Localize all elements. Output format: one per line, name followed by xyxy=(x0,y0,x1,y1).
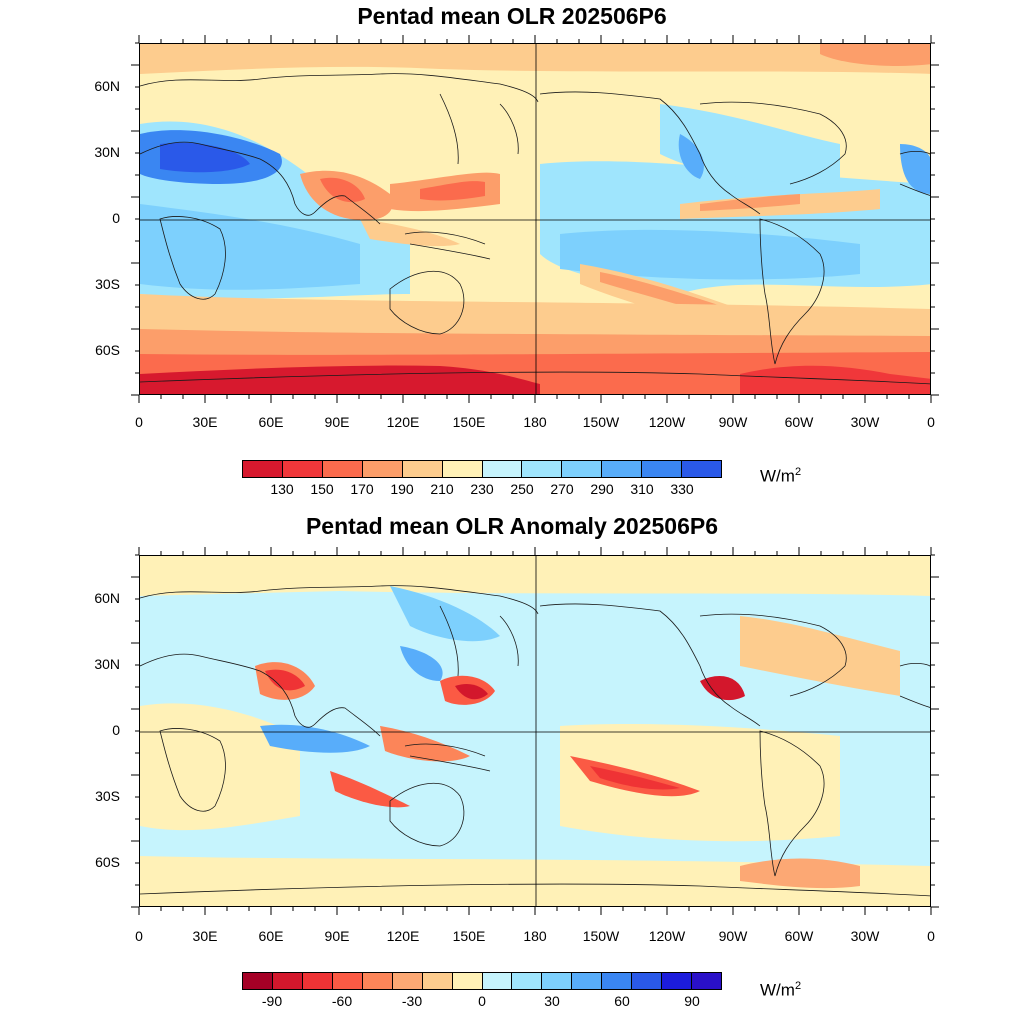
colorbar-label: 0 xyxy=(478,993,486,1009)
lon-label-180: 180 xyxy=(523,414,547,430)
lon-label-90w: 90W xyxy=(718,414,748,430)
lat-label-60s-anom: 60S xyxy=(95,854,120,870)
lon-label-120e-anom: 120E xyxy=(386,928,420,944)
colorbar-box xyxy=(282,461,323,477)
colorbar-box xyxy=(572,973,603,989)
lon-label-0: 0 xyxy=(135,414,143,430)
lon-label-150w: 150W xyxy=(582,414,620,430)
colorbar-box xyxy=(602,461,643,477)
colorbar-label: 190 xyxy=(390,481,414,497)
anomaly-field xyxy=(140,556,930,906)
colorbar-box xyxy=(542,973,573,989)
lon-label-90e-anom: 90E xyxy=(324,928,350,944)
units-anomaly: W/m2 xyxy=(760,980,802,1000)
map-olr xyxy=(139,43,931,395)
lon-label-0-end: 0 xyxy=(927,414,935,430)
colorbar-box xyxy=(422,973,453,989)
lat-label-30n: 30N xyxy=(94,144,120,160)
lon-label-150w-anom: 150W xyxy=(582,928,620,944)
colorbar-box xyxy=(392,973,423,989)
colorbar-label: 150 xyxy=(310,481,334,497)
colorbar-box xyxy=(692,973,721,989)
map-title-anomaly: Pentad mean OLR Anomaly 202506P6 xyxy=(305,513,719,539)
lon-label-0-anom: 0 xyxy=(135,928,143,944)
lon-label-120w-anom: 120W xyxy=(648,928,686,944)
lon-label-30e-anom: 30E xyxy=(192,928,218,944)
colorbar-box xyxy=(512,973,543,989)
map-anomaly xyxy=(139,555,931,907)
colorbar-olr xyxy=(242,460,722,478)
lon-label-90e: 90E xyxy=(324,414,350,430)
colorbar-box xyxy=(682,461,722,477)
lon-label-30w-anom: 30W xyxy=(850,928,880,944)
lat-label-30n-anom: 30N xyxy=(94,656,120,672)
lon-label-180-anom: 180 xyxy=(523,928,547,944)
colorbar-box xyxy=(452,973,483,989)
lon-label-60w-anom: 60W xyxy=(784,928,814,944)
colorbar-box xyxy=(442,461,483,477)
colorbar-label: -60 xyxy=(331,993,353,1009)
colorbar-box xyxy=(402,461,443,477)
colorbar-label: 30 xyxy=(544,993,560,1009)
colorbar-box xyxy=(482,461,523,477)
lon-label-60w: 60W xyxy=(784,414,814,430)
lat-label-30s: 30S xyxy=(95,276,120,292)
units-olr: W/m2 xyxy=(760,466,802,486)
olr-field xyxy=(140,44,930,394)
lon-label-150e: 150E xyxy=(452,414,486,430)
map-title-olr: Pentad mean OLR 202506P6 xyxy=(357,3,667,29)
lon-label-30e: 30E xyxy=(192,414,218,430)
colorbar-box xyxy=(243,973,273,989)
colorbar-box xyxy=(362,973,393,989)
colorbar-label: 130 xyxy=(270,481,294,497)
colorbar-box xyxy=(522,461,563,477)
lon-label-30w: 30W xyxy=(850,414,880,430)
colorbar-label: -30 xyxy=(401,993,423,1009)
lon-label-60e-anom: 60E xyxy=(258,928,284,944)
colorbar-label: 290 xyxy=(590,481,614,497)
lat-label-60n-anom: 60N xyxy=(94,590,120,606)
lon-label-90w-anom: 90W xyxy=(718,928,748,944)
colorbar-box xyxy=(642,461,683,477)
lon-label-150e-anom: 150E xyxy=(452,928,486,944)
lat-label-eq: 0 xyxy=(112,210,120,226)
colorbar-label: 90 xyxy=(684,993,700,1009)
colorbar-box xyxy=(562,461,603,477)
colorbar-label: 230 xyxy=(470,481,494,497)
lat-label-eq-anom: 0 xyxy=(112,722,120,738)
lat-label-60s: 60S xyxy=(95,342,120,358)
colorbar-label: 210 xyxy=(430,481,454,497)
colorbar-label: -90 xyxy=(261,993,283,1009)
lon-label-60e: 60E xyxy=(258,414,284,430)
colorbar-box xyxy=(362,461,403,477)
lon-label-120e: 120E xyxy=(386,414,420,430)
colorbar-label: 310 xyxy=(630,481,654,497)
lon-label-120w: 120W xyxy=(648,414,686,430)
colorbar-box xyxy=(662,973,693,989)
colorbar-box xyxy=(243,461,283,477)
colorbar-box xyxy=(602,973,633,989)
colorbar-label: 60 xyxy=(614,993,630,1009)
colorbar-label: 250 xyxy=(510,481,534,497)
colorbar-box xyxy=(322,461,363,477)
colorbar-box xyxy=(302,973,333,989)
colorbar-label: 270 xyxy=(550,481,574,497)
colorbar-box xyxy=(332,973,363,989)
colorbar-label: 170 xyxy=(350,481,374,497)
colorbar-anomaly xyxy=(242,972,722,990)
colorbar-box xyxy=(632,973,663,989)
colorbar-box xyxy=(482,973,513,989)
lat-label-30s-anom: 30S xyxy=(95,788,120,804)
lat-label-60n: 60N xyxy=(94,78,120,94)
colorbar-label: 330 xyxy=(670,481,694,497)
colorbar-box xyxy=(272,973,303,989)
lon-label-0-end-anom: 0 xyxy=(927,928,935,944)
